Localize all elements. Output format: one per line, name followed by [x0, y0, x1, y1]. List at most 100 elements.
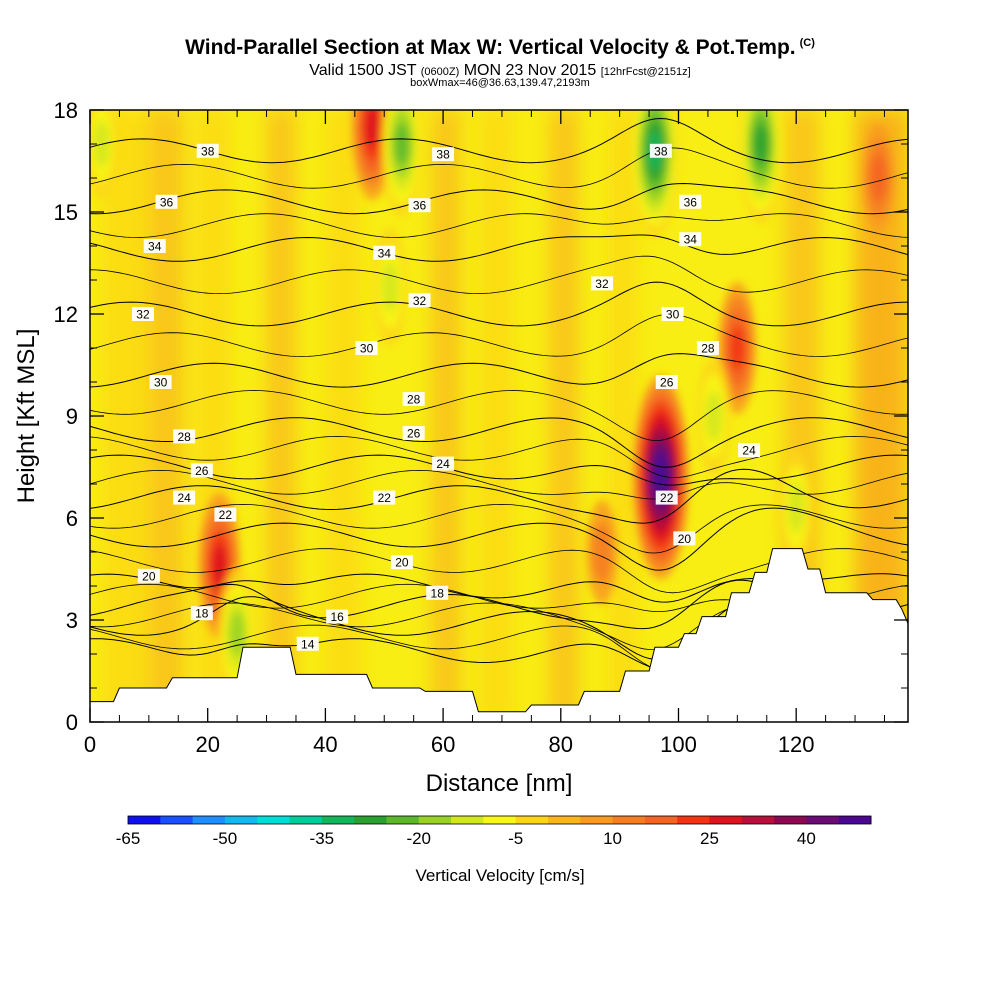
- contour-label: 28: [402, 392, 425, 407]
- colorbar-swatch: [192, 816, 226, 824]
- subtitle-forecast: [12hrFcst@2151z]: [600, 66, 691, 78]
- contour-label-text: 18: [195, 607, 209, 621]
- y-tick-label: 3: [66, 608, 78, 633]
- theta-contour: [90, 117, 908, 164]
- colorbar-swatch: [677, 816, 710, 824]
- contour-label: 20: [137, 568, 160, 583]
- colorbar-swatch: [386, 816, 420, 824]
- colorbar-title: Vertical Velocity [cm/s]: [415, 866, 584, 885]
- theta-contour: [90, 314, 908, 357]
- updraft-core: [632, 374, 689, 580]
- downdraft-core: [696, 357, 732, 475]
- contour-label-text: 34: [378, 246, 392, 260]
- theta-contour: [90, 213, 908, 238]
- x-tick-label: 100: [660, 732, 697, 757]
- contour-label: 26: [190, 463, 213, 478]
- contour-label: 38: [432, 147, 455, 162]
- contour-label: 36: [155, 194, 178, 209]
- colorbar-swatch: [451, 816, 484, 824]
- downdraft-core: [778, 448, 814, 567]
- contour-label: 30: [149, 375, 172, 390]
- contour-label: 18: [190, 606, 213, 621]
- contour-label-text: 22: [219, 508, 233, 522]
- contour-label: 14: [296, 636, 319, 651]
- theta-contour: [90, 468, 908, 524]
- downdraft-core: [381, 110, 423, 217]
- colorbar-swatch: [806, 816, 840, 824]
- contour-label-text: 36: [160, 195, 174, 209]
- downdraft-core: [738, 110, 784, 224]
- contour-label-text: 28: [407, 393, 421, 407]
- colorbar-swatch: [547, 816, 581, 824]
- y-tick-label: 6: [66, 506, 78, 531]
- contour-label: 34: [373, 245, 396, 260]
- contour-label: 18: [426, 585, 449, 600]
- contour-label: 22: [655, 490, 678, 505]
- contour-label: 32: [590, 276, 613, 291]
- x-tick-label: 20: [195, 732, 219, 757]
- colorbar-swatch: [418, 816, 452, 824]
- contour-label-text: 34: [684, 233, 698, 247]
- contour-label: 24: [173, 490, 196, 505]
- contour-label: 30: [355, 341, 378, 356]
- chart-subtitle-2: boxWmax=46@36.63,139.47,2193m: [410, 77, 590, 89]
- y-axis-label: Height [Kft MSL]: [13, 329, 40, 504]
- chart-subtitle: Valid 1500 JST (0600Z) MON 23 Nov 2015 […: [0, 62, 1000, 80]
- theta-contour: [90, 507, 908, 571]
- contour-label-text: 38: [201, 144, 215, 158]
- theta-contours: [90, 117, 908, 673]
- colorbar-tick-label: 10: [603, 829, 622, 848]
- contour-label-text: 36: [684, 195, 698, 209]
- contour-label-text: 24: [436, 457, 450, 471]
- updraft-core: [198, 492, 241, 639]
- contour-labels: 38 38 38 36 36 36 34 34 34 32 32 32 30 30 30 28 28 28 26 26…: [131, 143, 761, 651]
- contour-label: 22: [373, 490, 396, 505]
- colorbar-swatch: [838, 816, 872, 824]
- contour-label: 28: [173, 429, 196, 444]
- contour-label-text: 18: [431, 586, 445, 600]
- colorbar-tick-label: -50: [213, 829, 238, 848]
- contour-label: 32: [131, 307, 154, 322]
- colorbar-swatch: [483, 816, 517, 824]
- updraft-core: [862, 123, 895, 233]
- title-mark: (C): [799, 37, 815, 49]
- contour-label-text: 20: [395, 556, 409, 570]
- contour-label: 28: [696, 341, 719, 356]
- contour-label: 20: [390, 555, 413, 570]
- theta-contour: [90, 255, 908, 295]
- contour-label: 36: [679, 194, 702, 209]
- contour-label: 24: [738, 443, 761, 458]
- colorbar-swatch: [224, 816, 258, 824]
- colorbar-swatch: [709, 816, 743, 824]
- colorbar-swatch: [289, 816, 323, 824]
- contour-label-text: 36: [413, 199, 427, 213]
- contour-label-text: 22: [660, 491, 674, 505]
- contour-label: 30: [661, 307, 684, 322]
- contour-label: 20: [673, 531, 696, 546]
- updraft-core: [718, 282, 757, 414]
- contour-label-text: 30: [666, 308, 680, 322]
- colorbar-swatch: [580, 816, 614, 824]
- theta-contour: [90, 234, 908, 262]
- colorbar-tick-label: 25: [700, 829, 719, 848]
- contour-label-text: 20: [678, 532, 692, 546]
- contour-label-text: 16: [330, 610, 344, 624]
- downdraft-core: [90, 110, 118, 199]
- contour-label-text: 30: [154, 376, 168, 390]
- contour-label-text: 32: [136, 308, 150, 322]
- y-tick-label: 18: [54, 98, 78, 123]
- colorbar-swatch: [321, 816, 355, 824]
- terrain: [90, 548, 908, 722]
- colorbar-swatch: [774, 816, 807, 824]
- contour-label-text: 26: [195, 464, 209, 478]
- contour-label-text: 24: [742, 444, 756, 458]
- y-tick-label: 12: [54, 302, 78, 327]
- contour-label-text: 22: [378, 491, 392, 505]
- contour-label-text: 14: [301, 637, 315, 651]
- colorbar-tick-label: -5: [508, 829, 523, 848]
- colorbar-tick-label: 40: [797, 829, 816, 848]
- contour-label-text: 26: [407, 427, 421, 441]
- velocity-field: [90, 110, 908, 722]
- y-tick-label: 0: [66, 710, 78, 735]
